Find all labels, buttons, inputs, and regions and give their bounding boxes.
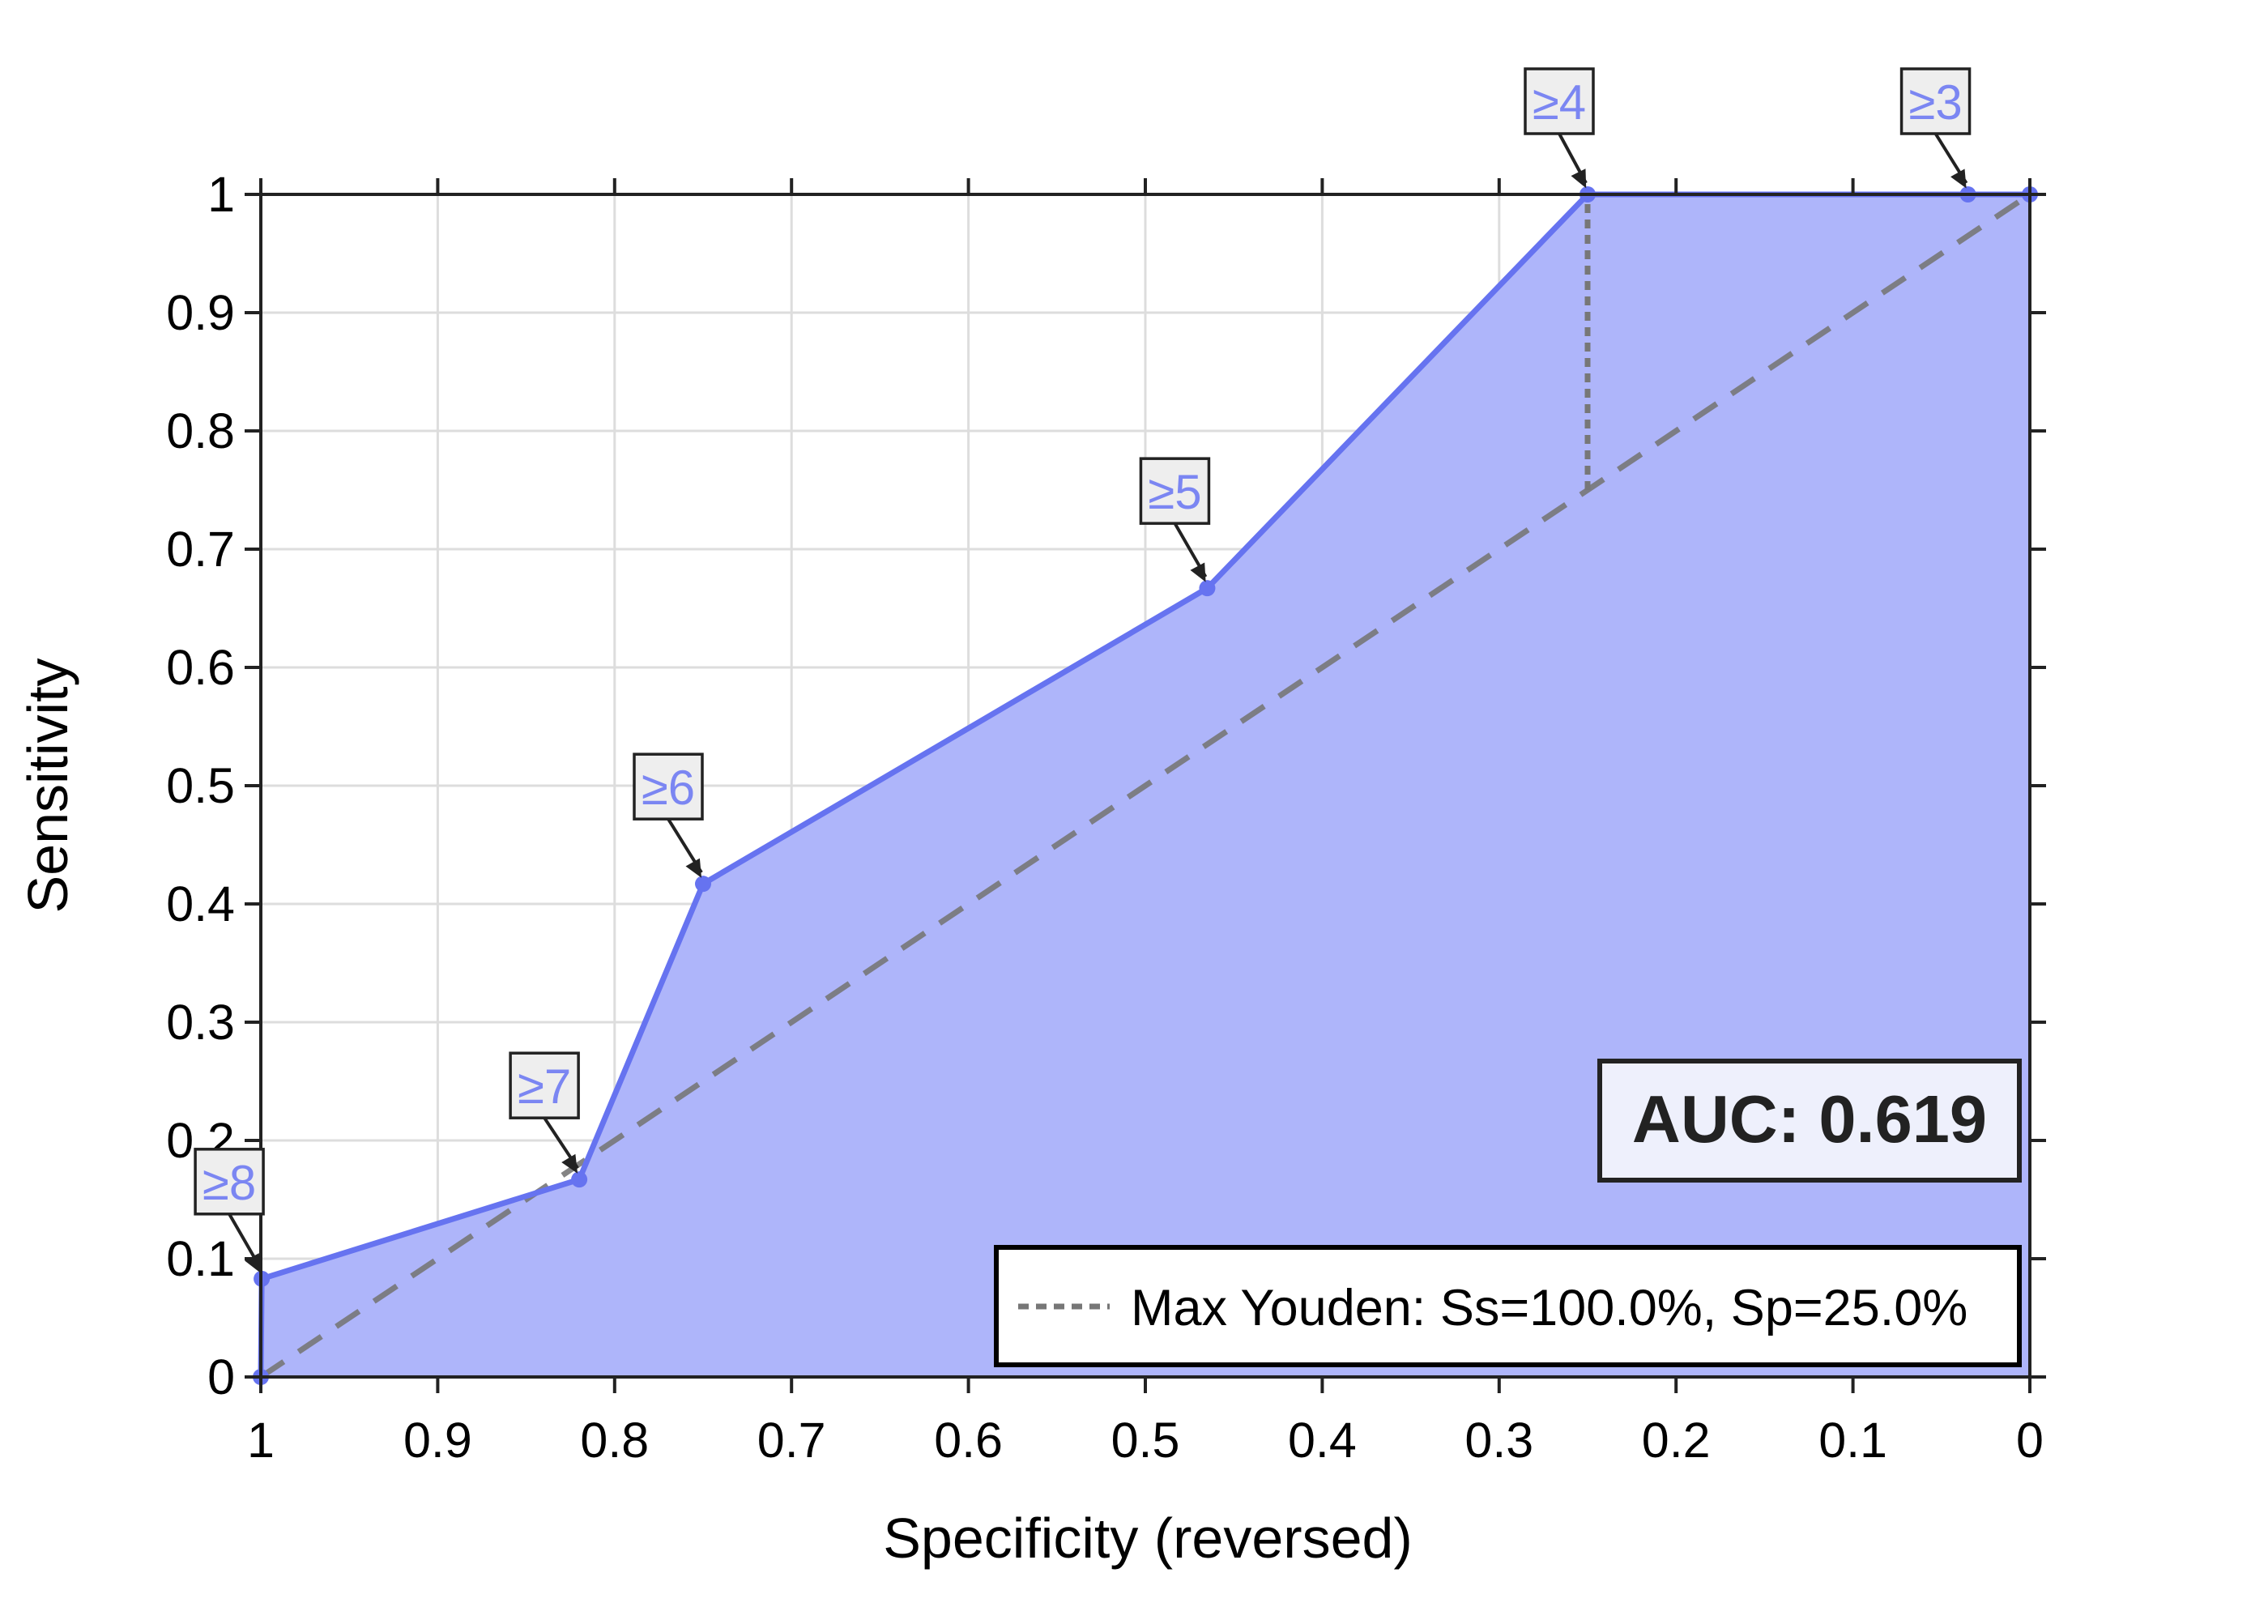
y-tick-label-5: 0.5 <box>166 758 235 813</box>
threshold-arrow-head-4 <box>1571 168 1587 189</box>
x-tick-label-10: 0 <box>2016 1413 2044 1468</box>
axis-ticks: 1 0.9 0.8 0.7 0.6 0.5 0.4 0.3 0.2 0.1 000.10.20.30… <box>166 167 2046 1468</box>
threshold-label-1: ≥7 <box>518 1059 571 1114</box>
legend: Max Youden: Ss=100.0%, Sp=25.0% <box>994 1245 2022 1367</box>
threshold-label-4: ≥4 <box>1533 75 1586 130</box>
threshold-label-0: ≥8 <box>202 1156 256 1210</box>
threshold-arrow-head-2 <box>685 858 702 878</box>
threshold-box-0 <box>194 1148 265 1216</box>
x-axis-title: Specificity (reversed) <box>883 1507 1413 1570</box>
threshold-box-2 <box>633 752 704 821</box>
y-tick-label-0: 0 <box>207 1349 235 1404</box>
threshold-arrow-head-0 <box>245 1253 261 1273</box>
threshold-arrow-head-1 <box>561 1153 578 1174</box>
x-tick-label-9: 0.1 <box>1818 1413 1887 1468</box>
threshold-annotation-0: ≥8 <box>194 1148 265 1273</box>
threshold-annotations: ≥8 ≥7 ≥6 ≥5 ≥4 ≥3 <box>194 67 1972 1273</box>
y-tick-label-9: 0.9 <box>166 285 235 340</box>
y-tick-label-3: 0.3 <box>166 995 235 1050</box>
roc-point-4 <box>1199 580 1216 597</box>
y-tick-label-4: 0.4 <box>166 876 235 931</box>
threshold-label-3: ≥5 <box>1148 465 1201 519</box>
y-tick-label-1: 0.1 <box>166 1231 235 1286</box>
auc-label: AUC: 0.619 <box>1632 1081 1987 1157</box>
x-tick-label-2: 0.8 <box>580 1413 649 1468</box>
y-axis-title: Sensitivity <box>16 658 79 913</box>
threshold-annotation-2: ≥6 <box>633 752 704 878</box>
threshold-box-5 <box>1899 67 1972 135</box>
threshold-label-5: ≥3 <box>1908 75 1962 130</box>
legend-youden-label: Max Youden: Ss=100.0%, Sp=25.0% <box>1131 1280 1967 1336</box>
threshold-arrow-head-5 <box>1950 168 1967 189</box>
y-tick-label-8: 0.8 <box>166 403 235 458</box>
threshold-label-2: ≥6 <box>642 761 695 815</box>
roc-point-2 <box>571 1171 588 1188</box>
x-tick-label-7: 0.3 <box>1464 1413 1533 1468</box>
y-tick-label-7: 0.7 <box>166 522 235 577</box>
roc-point-3 <box>695 876 711 893</box>
y-tick-label-6: 0.6 <box>166 640 235 695</box>
threshold-annotation-4: ≥4 <box>1524 67 1595 189</box>
threshold-annotation-1: ≥7 <box>509 1051 580 1174</box>
reference-diagonal <box>259 192 2031 1379</box>
threshold-annotation-5: ≥3 <box>1899 67 1972 189</box>
x-tick-label-8: 0.2 <box>1642 1413 1711 1468</box>
x-tick-label-5: 0.5 <box>1111 1413 1180 1468</box>
threshold-box-4 <box>1524 67 1595 135</box>
x-tick-label-4: 0.6 <box>934 1413 1003 1468</box>
threshold-box-1 <box>509 1051 580 1119</box>
y-tick-label-10: 1 <box>207 167 235 222</box>
legend-box <box>994 1245 2022 1367</box>
threshold-box-3 <box>1139 457 1211 525</box>
x-tick-label-0: 1 <box>247 1413 275 1468</box>
reference-diagonal-line <box>259 192 2031 1379</box>
x-tick-label-1: 0.9 <box>403 1413 472 1468</box>
auc-box: AUC: 0.619 <box>1597 1059 2022 1183</box>
threshold-arrow-head-3 <box>1190 562 1206 582</box>
x-tick-label-6: 0.4 <box>1288 1413 1357 1468</box>
threshold-annotation-3: ≥5 <box>1139 457 1211 582</box>
x-tick-label-3: 0.7 <box>757 1413 826 1468</box>
